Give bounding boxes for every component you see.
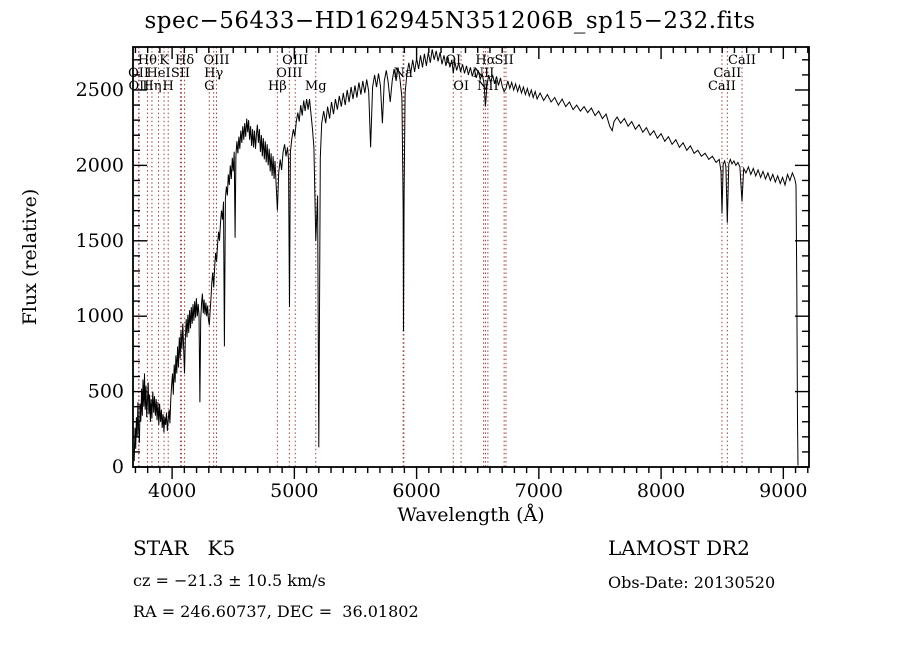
y-tick-label: 1000 [76, 305, 124, 327]
x-tick-label: 6000 [392, 480, 440, 502]
plot-title: spec−56433−HD162945N351206B_sp15−232.fit… [144, 8, 756, 34]
y-tick-label: 0 [112, 456, 124, 478]
plot-frame [132, 46, 810, 468]
spectral-line-label: Mg [305, 79, 327, 94]
spectral-line-label: NII [477, 79, 499, 94]
y-tick-label: 1500 [76, 230, 124, 252]
spectral-line-label: OI [453, 79, 469, 94]
spectral-line-label: G [204, 79, 214, 94]
object-class-text: STAR K5 [133, 536, 236, 560]
spectral-line-label: Na [394, 66, 413, 81]
spectral-line-label: OI [445, 53, 461, 68]
cz-text: cz = −21.3 ± 10.5 km/s [133, 571, 326, 590]
x-axis-label: Wavelength (Å) [397, 504, 545, 526]
spectral-line-label: Hγ [204, 66, 223, 81]
y-tick-label: 2000 [76, 154, 124, 176]
spectral-line-label: OII [129, 79, 150, 94]
spectral-line-label: CaII [713, 66, 741, 81]
spectral-line-label: SII [495, 53, 514, 68]
spectral-line-label: CaII [728, 53, 756, 68]
x-tick-label: 4000 [148, 480, 196, 502]
spectral-line-label: SII [171, 66, 190, 81]
spectral-line-label: Hβ [268, 79, 287, 94]
spectral-line-label: NII [473, 66, 495, 81]
spectral-line-label: CaII [708, 79, 736, 94]
obs-date-text: Obs-Date: 20130520 [608, 573, 776, 592]
spectral-line-label: OIII [282, 53, 308, 68]
spectral-line-label: H [163, 79, 174, 94]
spectral-line-label: OIII [276, 66, 302, 81]
spectral-line-label: K [159, 53, 169, 68]
spectrum-curve [133, 49, 799, 466]
y-tick-label: 500 [88, 381, 124, 403]
x-tick-label: 8000 [637, 480, 685, 502]
spectral-line-label: OII [128, 66, 149, 81]
y-tick-label: 2500 [76, 79, 124, 101]
spectral-line-label: Hθ [138, 53, 157, 68]
x-tick-label: 7000 [515, 480, 563, 502]
y-axis-label: Flux (relative) [19, 188, 41, 326]
spectral-line-label: Hδ [175, 53, 194, 68]
x-tick-label: 5000 [270, 480, 318, 502]
spectral-line-label: Hη [142, 79, 161, 94]
survey-text: LAMOST DR2 [608, 536, 750, 560]
radec-text: RA = 246.60737, DEC = 36.01802 [133, 602, 419, 621]
spectral-line-label: HeI [146, 66, 170, 81]
x-tick-label: 9000 [759, 480, 807, 502]
spectral-line-label: OIII [203, 53, 229, 68]
spectral-line-label: Hα [475, 53, 495, 68]
